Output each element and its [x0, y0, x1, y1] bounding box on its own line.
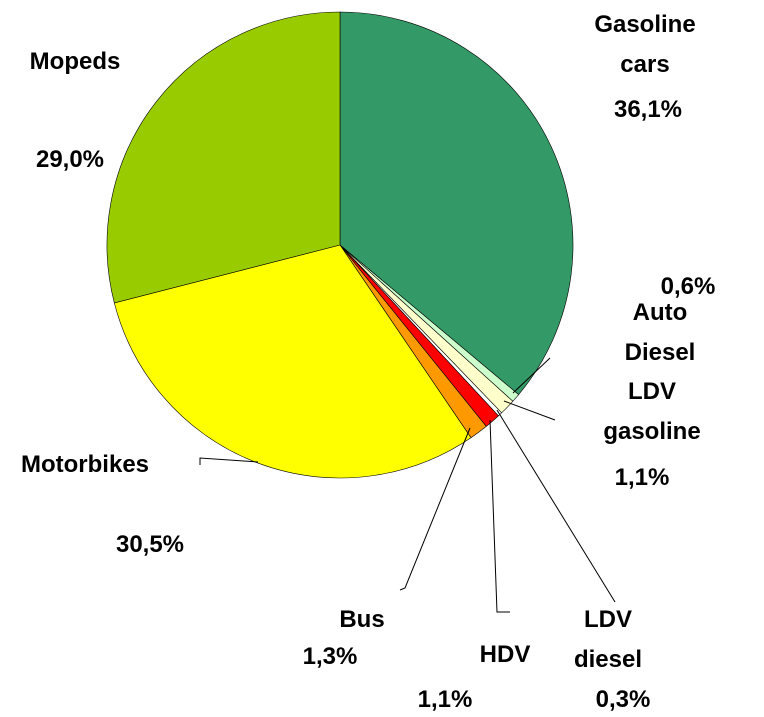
slice-name: LDV diesel [573, 606, 643, 673]
pie-slice [339, 11, 574, 396]
slice-name: Gasoline cars [594, 11, 696, 78]
pie-slice [106, 11, 341, 304]
slice-name: Mopeds [29, 48, 121, 75]
pie-slice [113, 244, 472, 479]
leader-line [512, 357, 551, 394]
slice-name: LDV gasoline [603, 378, 701, 445]
slice-value: 1,1% [417, 686, 473, 713]
slice-value: 0,6% [660, 273, 716, 300]
slice-name: Motorbikes [20, 451, 150, 478]
slice-value: 36,1% [613, 96, 683, 123]
slice-name: HDV [479, 641, 531, 668]
leader-line [503, 400, 556, 421]
slice-name: Auto Diesel [624, 299, 696, 366]
slice-value: 1,3% [302, 643, 358, 670]
slice-value: 1,1% [614, 464, 670, 491]
slice-value: 0,3% [595, 686, 651, 713]
slice-name: Bus [339, 606, 385, 633]
slice-value: 29,0% [35, 146, 105, 173]
leader-line [399, 427, 471, 591]
leader-line [489, 419, 510, 613]
leader-line [199, 457, 259, 465]
slice-value: 30,5% [115, 531, 185, 558]
leader-line [496, 409, 616, 603]
